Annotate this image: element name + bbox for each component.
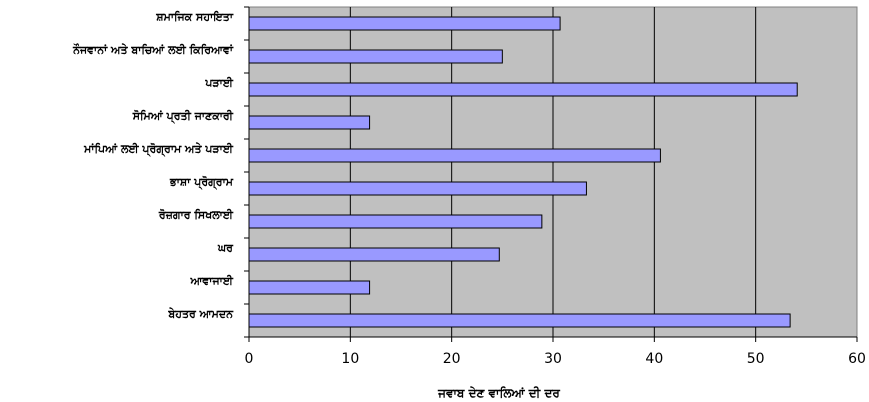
x-tick-labels: 0 10 20 30 40 50 60	[245, 337, 866, 367]
bars	[248, 16, 798, 328]
category-label: ਸੋਮਿਆਂ ਪ੍ਰਤੀ ਜਾਣਕਾਰੀ	[132, 109, 234, 124]
x-tick-label: 50	[747, 351, 765, 367]
category-label: ਨੌਜਵਾਨਾਂ ਅਤੇ ਬਾਚਿਆਂ ਲਈ ਕਿਰਿਆਵਾਂ	[72, 43, 234, 57]
category-label: ਰੋਜ਼ਗਾਰ ਸਿਖਲਾਈ	[158, 208, 234, 222]
bar	[248, 49, 503, 64]
bar	[248, 181, 587, 196]
bar	[248, 115, 371, 130]
category-label: ਮਾਂਪਿਆਂ ਲਈ ਪ੍ਰੋਗ੍ਰਾਮ ਅਤੇ ਪੜਾਈ	[83, 142, 234, 157]
bar	[248, 214, 543, 229]
category-label: ਆਵਾਜਾਈ	[189, 274, 233, 288]
bar	[248, 313, 791, 328]
x-tick-label: 30	[544, 351, 562, 367]
category-label: ਪੜਾਈ	[204, 76, 233, 90]
bar	[248, 82, 798, 97]
x-tick-label: 10	[341, 351, 359, 367]
category-label: ਸ਼ਮਾਜਿਕ ਸਹਾਇਤਾ	[155, 10, 234, 24]
category-labels: ਸ਼ਮਾਜਿਕ ਸਹਾਇਤਾ ਨੌਜਵਾਨਾਂ ਅਤੇ ਬਾਚਿਆਂ ਲਈ ਕਿਰ…	[72, 10, 234, 321]
x-axis-title: ਜਵਾਬ ਦੇਣ ਵਾਲਿਆਂ ਦੀ ਦਰ	[437, 385, 560, 400]
x-tick-label: 40	[645, 351, 663, 367]
bar	[248, 16, 561, 31]
x-tick-label: 60	[848, 351, 866, 367]
category-label: ਘਰ	[217, 242, 234, 255]
x-tick-label: 20	[443, 351, 461, 367]
bar	[248, 148, 661, 163]
category-label: ਬੇਹਤਰ ਆਮਦਨ	[167, 307, 234, 321]
x-tick-label: 0	[245, 351, 254, 367]
bar	[248, 280, 371, 295]
category-label: ਭਾਸ਼ਾ ਪ੍ਰੋਗ੍ਰਾਮ	[169, 175, 234, 190]
bar	[248, 247, 500, 262]
